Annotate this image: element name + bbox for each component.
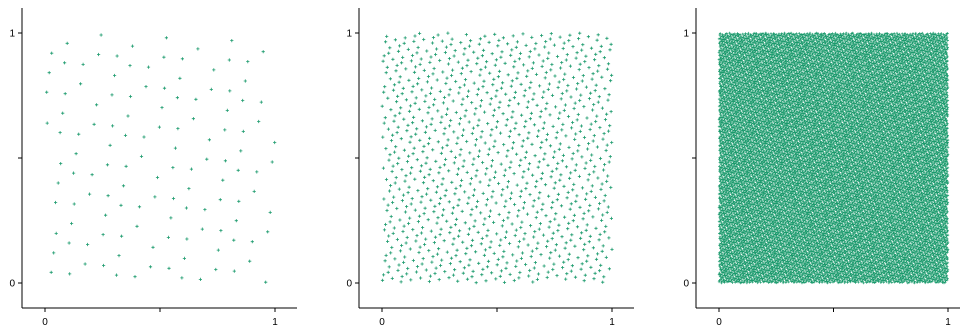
y-tick-label: 1 [9, 29, 15, 40]
y-tick-label: 0 [683, 279, 689, 290]
y-tick-label: 1 [346, 29, 352, 40]
data-points [380, 31, 614, 285]
y-tick-label: 0 [346, 279, 352, 290]
y-tick-label: 1 [683, 29, 689, 40]
x-tick-label: 0 [379, 317, 385, 328]
scatter-panel-3: 0 1 0 1 [683, 8, 960, 328]
x-tick-label: 1 [609, 317, 615, 328]
data-points [717, 31, 950, 285]
x-tick-label: 0 [42, 317, 48, 328]
x-tick-label: 1 [272, 317, 278, 328]
points-group [45, 33, 277, 284]
y-tick-label: 0 [9, 279, 15, 290]
scatter-panel-2: 0 1 0 1 [346, 8, 634, 328]
points-group [380, 31, 614, 285]
x-tick-label: 1 [945, 317, 951, 328]
points-group [717, 31, 950, 285]
x-tick-label: 0 [716, 317, 722, 328]
data-points [45, 33, 277, 284]
scatter-panel-1: 0 1 0 1 [9, 8, 297, 328]
